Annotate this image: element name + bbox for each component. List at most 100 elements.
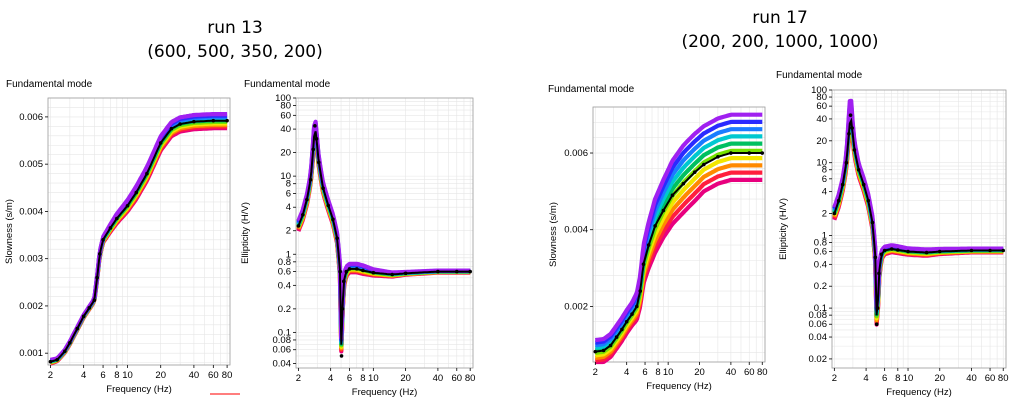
x-tick-label: 20 <box>155 370 166 381</box>
y-tick-label: 1 <box>822 230 827 241</box>
y-tick-label: 0.04 <box>809 332 828 343</box>
data-point <box>63 349 67 354</box>
ensemble-curve <box>296 132 471 352</box>
y-tick-label: 0.006 <box>19 112 43 123</box>
data-point <box>55 358 59 362</box>
data-point <box>326 203 331 208</box>
data-point <box>873 255 878 260</box>
x-tick-label: 20 <box>400 373 411 384</box>
ensemble-curve <box>832 104 1004 313</box>
y-tick-label: 6 <box>286 188 291 199</box>
run17-ellipticity-ylabel: Ellipticity (H/V) <box>778 198 789 260</box>
data-point <box>371 270 376 275</box>
y-tick-label: 0.1 <box>278 327 291 338</box>
data-point <box>608 343 613 348</box>
run13-ellipticity-ensemble <box>296 119 471 354</box>
data-point <box>308 177 313 182</box>
y-tick-label: 100 <box>811 85 827 96</box>
data-point <box>848 113 853 118</box>
run17-heading: run 17 (200, 200, 1000, 1000) <box>660 6 900 54</box>
x-tick-label: 60 <box>208 370 219 381</box>
data-point <box>211 118 216 123</box>
y-tick-label: 0.2 <box>278 304 291 315</box>
data-point <box>169 126 174 131</box>
ensemble-curve <box>296 124 471 345</box>
y-tick-label: 0.08 <box>809 310 828 321</box>
data-point <box>454 269 459 274</box>
run13-ellipticity-frame <box>295 97 474 369</box>
x-tick-label: 6 <box>100 370 105 381</box>
run13-slowness-frame <box>47 97 231 366</box>
x-tick-label: 8 <box>895 373 900 384</box>
data-point <box>314 137 319 141</box>
data-point <box>836 198 841 203</box>
x-tick-label: 2 <box>296 373 301 384</box>
y-tick-label: 0.004 <box>564 225 588 236</box>
y-tick-label: 60 <box>816 101 827 112</box>
ensemble-curve <box>296 131 471 351</box>
run17-slowness-xlabel: Frequency (Hz) <box>646 381 711 392</box>
data-point <box>593 349 598 354</box>
data-point <box>331 217 335 222</box>
y-tick-label: 0.004 <box>19 206 43 217</box>
x-tick-label: 60 <box>451 373 462 384</box>
x-tick-label: 8 <box>655 367 660 378</box>
data-point <box>344 269 349 274</box>
data-point <box>844 160 849 165</box>
data-point <box>225 118 229 123</box>
x-tick-label: 10 <box>663 367 674 378</box>
run17-ellipticity-title: Fundamental mode <box>776 70 863 81</box>
ensemble-curve <box>594 112 764 343</box>
x-tick-label: 4 <box>624 367 629 378</box>
data-point <box>115 216 119 221</box>
ensemble-curve <box>296 129 471 349</box>
data-point <box>341 279 346 284</box>
y-tick-label: 20 <box>816 136 827 147</box>
run13-slowness-xlabel: Frequency (Hz) <box>106 384 171 395</box>
x-tick-label: 10 <box>122 370 133 381</box>
y-tick-label: 0.08 <box>273 335 292 346</box>
data-point <box>468 269 472 274</box>
data-point <box>81 314 86 319</box>
y-tick-label: 0.001 <box>19 348 43 359</box>
data-point <box>92 298 97 303</box>
data-point <box>702 162 706 167</box>
data-point <box>145 171 149 176</box>
y-tick-label: 8 <box>286 179 291 190</box>
run13-slowness-chart: 2 4 6 8 10 20 40 60 80 0.001 0.002 0.003 0.004 0.005 0… <box>4 79 232 395</box>
x-tick-label: 80 <box>757 367 768 378</box>
run13-slowness-ylabel: Slowness (s/m) <box>4 199 15 264</box>
y-tick-label: 0.4 <box>278 280 291 291</box>
y-tick-label: 4 <box>286 202 291 213</box>
data-point <box>861 182 866 187</box>
y-tick-label: 0.8 <box>278 257 291 268</box>
ensemble-curve <box>832 121 1004 325</box>
run13-slowness-grid <box>48 97 230 365</box>
x-tick-label: 60 <box>985 373 996 384</box>
data-point <box>875 306 880 310</box>
y-tick-label: 10 <box>280 171 291 182</box>
run17-slowness-chart: 2 4 6 8 10 20 40 60 80 0.002 0.004 0.006 Fundamental… <box>548 84 768 392</box>
x-tick-label: 2 <box>48 370 53 381</box>
x-tick-label: 2 <box>593 367 598 378</box>
data-point <box>178 122 182 126</box>
run17-ellipticity-ensemble <box>832 98 1004 327</box>
x-tick-label: 8 <box>114 370 119 381</box>
run13-heading: run 13 (600, 500, 350, 200) <box>130 16 340 64</box>
y-tick-label: 4 <box>822 187 827 198</box>
data-point <box>87 306 92 310</box>
ensemble-curve <box>832 116 1004 321</box>
run13-slowness-ensemble <box>49 111 228 366</box>
data-point <box>305 197 309 202</box>
x-tick-label: 4 <box>863 373 868 384</box>
data-point <box>877 271 881 276</box>
data-point <box>630 312 634 316</box>
ensemble-curve <box>49 111 228 362</box>
data-point <box>436 269 440 274</box>
data-point <box>313 124 317 128</box>
ensemble-curve <box>832 119 1004 323</box>
ensemble-curve <box>832 107 1004 315</box>
x-tick-label: 40 <box>726 367 737 378</box>
y-tick-label: 80 <box>816 92 827 103</box>
data-point <box>614 335 619 339</box>
